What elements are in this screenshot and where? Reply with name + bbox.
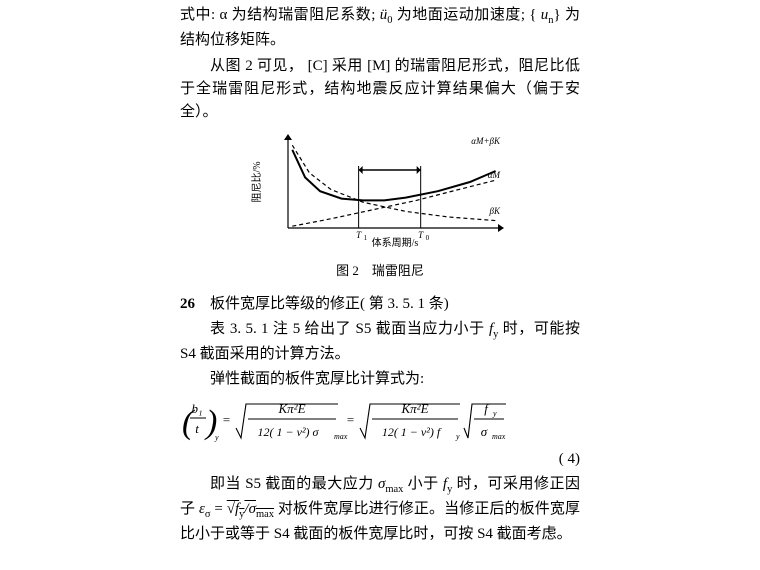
figure-rayleigh-damping: 阻尼比/%T1T0体系周期/sαM+βKαMβK 图 2 瑞雷阻尼 [240, 130, 520, 280]
equation-svg: (b₁t)y=Kπ²E12( 1 − ν²) σmax=Kπ²E12( 1 − … [180, 396, 520, 448]
svg-text:y: y [214, 433, 219, 442]
para-formula-intro: 弹性截面的板件宽厚比计算式为: [180, 368, 580, 391]
svg-text:b₁: b₁ [191, 401, 202, 416]
svg-text:Kπ²E: Kπ²E [277, 401, 305, 416]
svg-text:=: = [222, 412, 231, 427]
svg-text:αM: αM [488, 170, 501, 180]
sub: max [385, 484, 403, 495]
svg-text:y: y [455, 432, 460, 441]
svg-text:1: 1 [364, 234, 368, 242]
text: = [211, 501, 227, 517]
para-fig-ref: 从图 2 可见， [C] 采用 [M] 的瑞雷阻尼形式，阻尼比低于全瑞雷阻尼形式… [180, 55, 580, 125]
text: 表 3. 5. 1 注 5 给出了 S5 截面当应力小于 [210, 321, 489, 337]
svg-text:T: T [418, 230, 424, 240]
svg-text:f: f [484, 401, 490, 416]
sqrt-sym: √ [227, 501, 235, 517]
svg-text:=: = [346, 412, 355, 427]
svg-text:12( 1 − ν²) σ: 12( 1 − ν²) σ [258, 425, 320, 439]
svg-text:y: y [492, 409, 497, 418]
text: 为地面运动加速度; { [392, 7, 540, 23]
equation-number: ( 4) [180, 448, 580, 471]
para-table-ref: 表 3. 5. 1 注 5 给出了 S5 截面当应力小于 fy 时，可能按 S4… [180, 318, 580, 367]
text: 即当 S5 截面的最大应力 [210, 476, 378, 492]
svg-text:max: max [334, 432, 348, 441]
svg-text:0: 0 [426, 234, 430, 242]
svg-text:σ: σ [481, 424, 488, 439]
page-column: 式中: α 为结构瑞雷阻尼系数; ü0 为地面运动加速度; { un} 为结构位… [180, 0, 580, 553]
svg-text:T: T [356, 230, 362, 240]
chart-svg: 阻尼比/%T1T0体系周期/sαM+βKαMβK [250, 130, 510, 250]
text: /σ [244, 501, 256, 517]
sqrt-span: √fy/σmax [227, 501, 274, 517]
equation-4: (b₁t)y=Kπ²E12( 1 − ν²) σmax=Kπ²E12( 1 − … [180, 396, 580, 448]
svg-text:max: max [492, 432, 506, 441]
para-definitions: 式中: α 为结构瑞雷阻尼系数; ü0 为地面运动加速度; { un} 为结构位… [180, 4, 580, 53]
svg-text:12( 1 − ν²) f: 12( 1 − ν²) f [382, 425, 442, 439]
sub: max [256, 509, 274, 520]
svg-text:Kπ²E: Kπ²E [400, 401, 428, 416]
section-heading: 26 板件宽厚比等级的修正( 第 3. 5. 1 条) [180, 293, 580, 316]
section-number: 26 [180, 296, 195, 312]
svg-text:βK: βK [489, 206, 501, 216]
text: 式中: α 为结构瑞雷阻尼系数; [180, 7, 380, 23]
text: 小于 [403, 476, 442, 492]
svg-text:αM+βK: αM+βK [471, 136, 501, 146]
svg-text:阻尼比/%: 阻尼比/% [251, 162, 263, 203]
section-title: 板件宽厚比等级的修正( 第 3. 5. 1 条) [195, 296, 449, 312]
figure-caption: 图 2 瑞雷阻尼 [240, 261, 520, 281]
svg-text:t: t [195, 421, 199, 436]
svg-text:体系周期/s: 体系周期/s [372, 237, 419, 249]
para-correction: 即当 S5 截面的最大应力 σmax 小于 fy 时，可采用修正因子 εσ = … [180, 473, 580, 547]
